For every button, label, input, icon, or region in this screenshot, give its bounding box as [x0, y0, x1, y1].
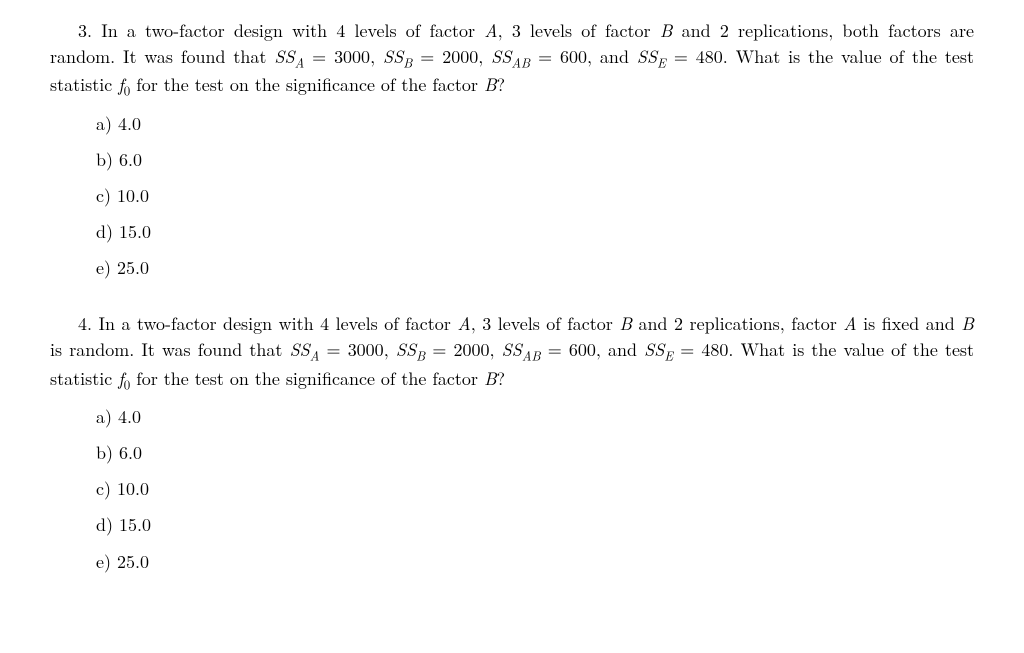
ssa-value: 3000: [348, 337, 384, 362]
ssab-value: 600: [560, 44, 587, 69]
q4-text: In a two-factor design with 4 levels of …: [99, 311, 458, 336]
q4-text: and 2 replications, factor: [632, 311, 843, 336]
option-b: b) 6.0: [96, 147, 974, 173]
ssab-sub: AB: [522, 346, 541, 365]
factor-b: B: [484, 366, 497, 391]
option-d: d) 15.0: [96, 219, 974, 245]
sse-sub: E: [664, 346, 673, 365]
factor-a: A: [457, 311, 470, 336]
eq: =: [304, 44, 334, 69]
question-4-options: a) 4.0 b) 6.0 c) 10.0 d) 15.0 e) 25.0: [50, 404, 974, 574]
q3-text: , 3 levels of factor: [498, 18, 660, 43]
ssa-sub: A: [310, 346, 320, 365]
eq: =: [673, 337, 701, 362]
ssab-symbol: SS: [502, 337, 522, 362]
ssb-value: 2000: [442, 44, 478, 69]
and: , and: [596, 337, 644, 362]
option-a: a) 4.0: [96, 404, 974, 430]
sse-value: 480: [696, 44, 723, 69]
q4-text: is fixed and: [857, 311, 962, 336]
factor-b: B: [484, 72, 497, 97]
ssa-symbol: SS: [274, 44, 294, 69]
sep: ,: [478, 44, 491, 69]
period: .: [723, 44, 736, 69]
sse-sub: E: [657, 53, 666, 72]
question-3-options: a) 4.0 b) 6.0 c) 10.0 d) 15.0 e) 25.0: [50, 111, 974, 281]
ssb-symbol: SS: [396, 337, 416, 362]
sse-value: 480: [701, 337, 728, 362]
eq: =: [666, 44, 696, 69]
factor-b: B: [619, 311, 632, 336]
sse-symbol: SS: [637, 44, 657, 69]
q4-text: , 3 levels of factor: [471, 311, 620, 336]
q3-text: In a two-factor design with 4 levels of …: [101, 18, 484, 43]
factor-b: B: [660, 18, 673, 43]
sep: ,: [370, 44, 383, 69]
and: , and: [587, 44, 637, 69]
option-b: b) 6.0: [96, 440, 974, 466]
question-3-number: 3.: [50, 18, 92, 43]
spacer: [50, 299, 974, 311]
option-a: a) 4.0: [96, 111, 974, 137]
option-e: e) 25.0: [96, 255, 974, 281]
ssa-value: 3000: [334, 44, 370, 69]
q4-text: for the test on the significance of the …: [130, 366, 484, 391]
ssab-symbol: SS: [491, 44, 511, 69]
question-3: 3. In a two-factor design with 4 levels …: [50, 18, 974, 101]
ssab-value: 600: [569, 337, 596, 362]
period: .: [728, 337, 740, 362]
sep: ,: [384, 337, 396, 362]
ssb-symbol: SS: [383, 44, 403, 69]
question-4-number: 4.: [50, 311, 92, 336]
ssb-sub: B: [416, 346, 425, 365]
question-4: 4. In a two-factor design with 4 levels …: [50, 311, 974, 394]
factor-a: A: [484, 18, 497, 43]
ssa-symbol: SS: [290, 337, 310, 362]
ssa-sub: A: [295, 53, 305, 72]
q3-text: for the test on the significance of the …: [130, 72, 484, 97]
q4-end: ?: [497, 366, 506, 391]
page: 3. In a two-factor design with 4 levels …: [0, 0, 1024, 653]
ssb-sub: B: [403, 53, 412, 72]
eq: =: [319, 337, 347, 362]
q3-end: ?: [497, 72, 506, 97]
option-d: d) 15.0: [96, 512, 974, 538]
eq: =: [425, 337, 453, 362]
option-c: c) 10.0: [96, 183, 974, 209]
eq: =: [541, 337, 569, 362]
eq: =: [530, 44, 560, 69]
ssb-value: 2000: [453, 337, 489, 362]
option-c: c) 10.0: [96, 476, 974, 502]
factor-b: B: [961, 311, 974, 336]
sse-symbol: SS: [644, 337, 664, 362]
ssab-sub: AB: [511, 53, 530, 72]
factor-a: A: [843, 311, 856, 336]
q4-text: is random. It was found that: [50, 337, 290, 362]
eq: =: [412, 44, 442, 69]
sep: ,: [489, 337, 501, 362]
option-e: e) 25.0: [96, 549, 974, 575]
